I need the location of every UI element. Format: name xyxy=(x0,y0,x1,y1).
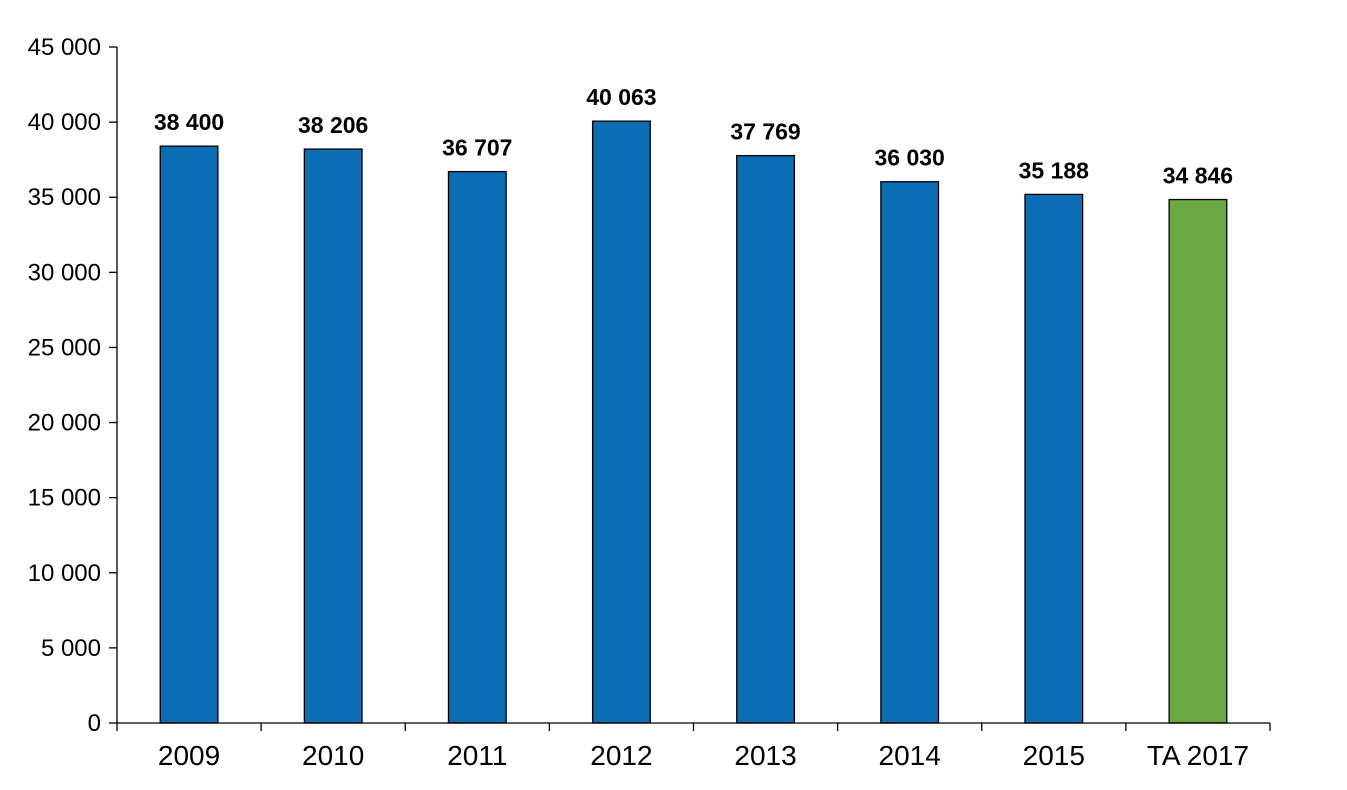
y-axis-ticks: 0 5 000 10 000 15 000 20 000 25 000 30 000 35 0… xyxy=(28,34,117,737)
y-tick-label: 35 000 xyxy=(28,184,101,211)
x-tick-label: 2015 xyxy=(1023,740,1085,771)
y-tick-label: 25 000 xyxy=(28,334,101,361)
bar-2010 xyxy=(303,148,363,724)
x-tick-label: 2014 xyxy=(879,740,941,771)
data-label: 40 063 xyxy=(586,84,656,110)
bar-ta-2017 xyxy=(1168,198,1228,724)
bar-2011 xyxy=(447,170,507,724)
y-tick-label: 15 000 xyxy=(28,485,101,512)
bar-2013 xyxy=(736,154,796,724)
bar-2009 xyxy=(159,145,219,724)
bar-2012 xyxy=(591,120,651,724)
x-tick-label: 2012 xyxy=(590,740,652,771)
data-label: 34 846 xyxy=(1163,163,1233,189)
data-label: 38 400 xyxy=(154,109,224,135)
y-tick-label: 10 000 xyxy=(28,560,101,587)
data-label: 37 769 xyxy=(730,119,800,145)
y-tick-label: 5 000 xyxy=(41,635,101,662)
y-tick-label: 40 000 xyxy=(28,109,101,136)
x-tick-label: 2010 xyxy=(302,740,364,771)
data-label: 38 206 xyxy=(298,112,368,138)
data-label: 36 707 xyxy=(442,135,512,161)
x-tick-label: TA 2017 xyxy=(1147,740,1249,771)
bar-2014 xyxy=(880,181,940,724)
bars xyxy=(159,120,1228,724)
data-labels: 38 400 38 206 36 707 40 063 37 769 36 030 35 1… xyxy=(154,84,1233,188)
data-label: 36 030 xyxy=(875,145,945,171)
category-labels: 2009 2010 2011 2012 2013 2014 2015 TA 2017 xyxy=(158,740,1249,771)
y-tick-label: 20 000 xyxy=(28,410,101,437)
y-tick-label: 30 000 xyxy=(28,259,101,286)
x-tick-label: 2009 xyxy=(158,740,220,771)
data-label: 35 188 xyxy=(1019,157,1090,183)
y-tick-label: 45 000 xyxy=(28,34,101,61)
x-tick-label: 2011 xyxy=(447,740,507,771)
x-tick-label: 2013 xyxy=(734,740,796,771)
bar-2015 xyxy=(1024,193,1084,724)
x-axis-ticks xyxy=(116,723,1271,731)
y-tick-label: 0 xyxy=(88,710,101,737)
